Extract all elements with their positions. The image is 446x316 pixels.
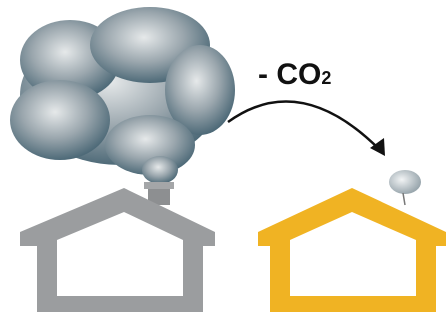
label-subscript: 2	[321, 68, 331, 88]
chimney-wire	[403, 193, 405, 205]
label-text: - CO	[258, 58, 321, 91]
house-frame	[20, 188, 215, 312]
page: - CO2 (() => { const data = JSON.parse(d…	[0, 0, 446, 316]
yellow-house	[258, 170, 446, 312]
chimney-cap	[144, 182, 174, 189]
gray-house	[20, 182, 215, 312]
small-cloud	[389, 170, 421, 194]
smoke-cloud	[10, 7, 235, 184]
co2-label: - CO2	[258, 58, 331, 91]
house-frame	[258, 188, 446, 312]
arrow-line	[228, 102, 380, 150]
illustration: - CO2	[0, 0, 446, 316]
arrow-head	[370, 138, 385, 156]
